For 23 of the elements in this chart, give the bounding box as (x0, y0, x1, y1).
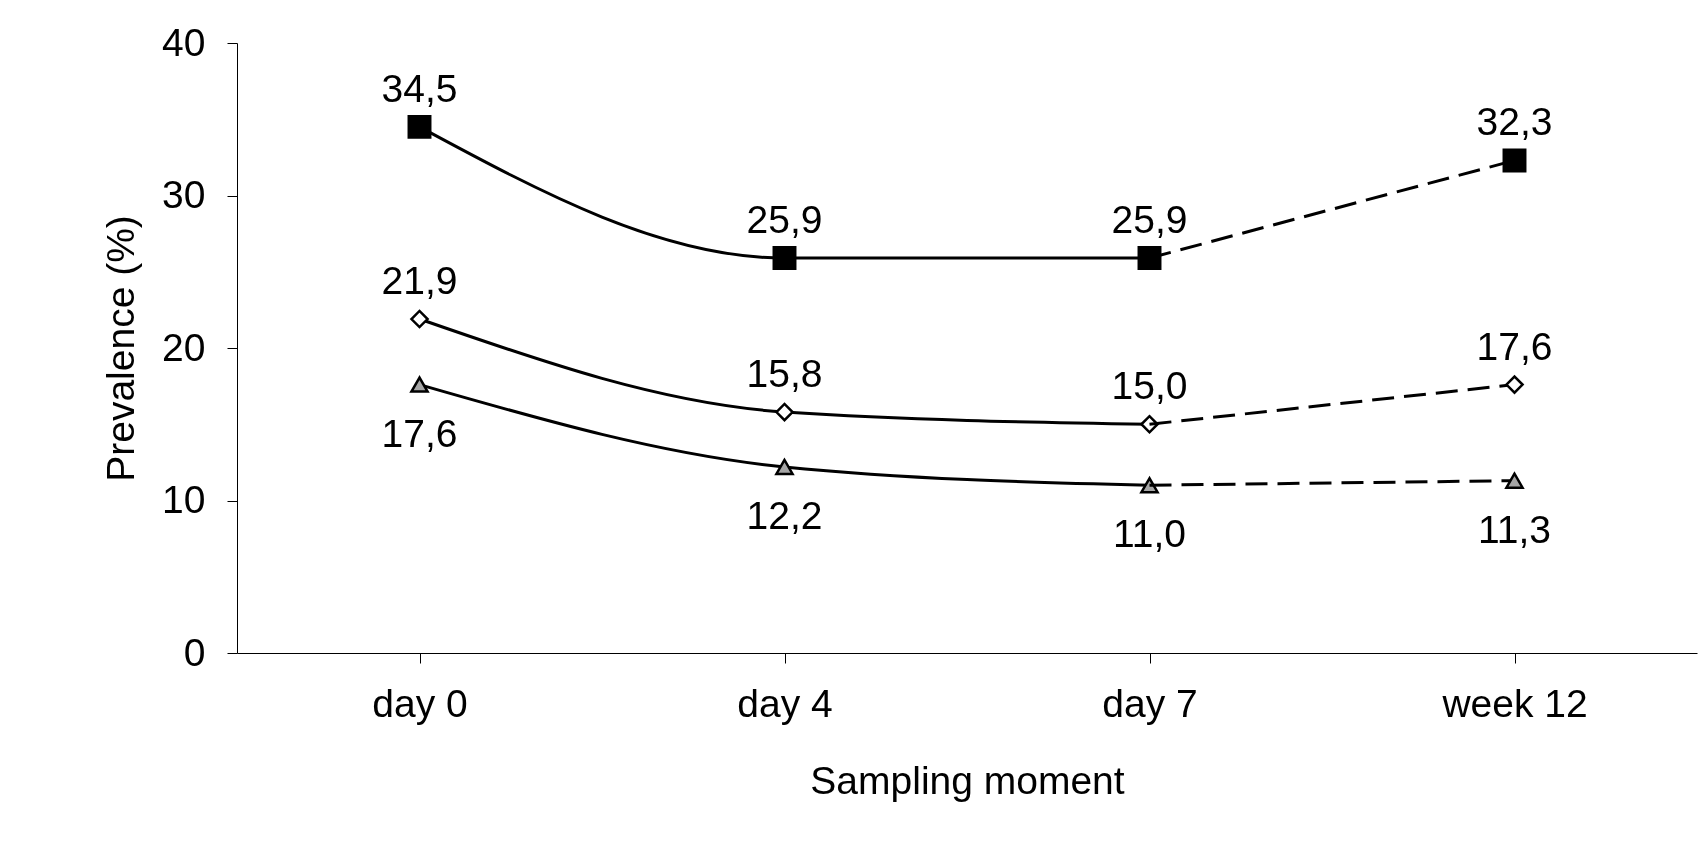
y-tick-label: 30 (162, 173, 206, 216)
y-axis-title: Prevalence (%) (99, 215, 143, 482)
y-tick-label: 0 (183, 630, 206, 674)
data-label: 25,9 (746, 198, 823, 242)
x-tick-label: day 0 (372, 681, 468, 725)
data-label: 15,8 (746, 352, 823, 396)
x-tick-label: day 7 (1102, 681, 1198, 725)
x-tick-label: week 12 (1441, 681, 1588, 725)
y-tick-label: 20 (162, 325, 206, 369)
data-label: 17,6 (381, 411, 458, 455)
data-label: 12,2 (746, 493, 823, 537)
y-tick-label: 40 (162, 20, 206, 64)
data-label: 17,6 (1476, 324, 1553, 368)
data-label: 25,9 (1111, 198, 1188, 242)
x-axis-title: Sampling moment (810, 758, 1125, 802)
x-tick-label: day 4 (737, 681, 833, 725)
data-label: 34,5 (381, 66, 458, 110)
data-label: 15,0 (1111, 364, 1188, 408)
data-label: 21,9 (381, 259, 458, 303)
data-label: 11,3 (1477, 507, 1552, 551)
data-label: 11,0 (1112, 512, 1187, 556)
data-label: 32,3 (1476, 100, 1553, 144)
y-tick-label: 10 (162, 478, 206, 521)
